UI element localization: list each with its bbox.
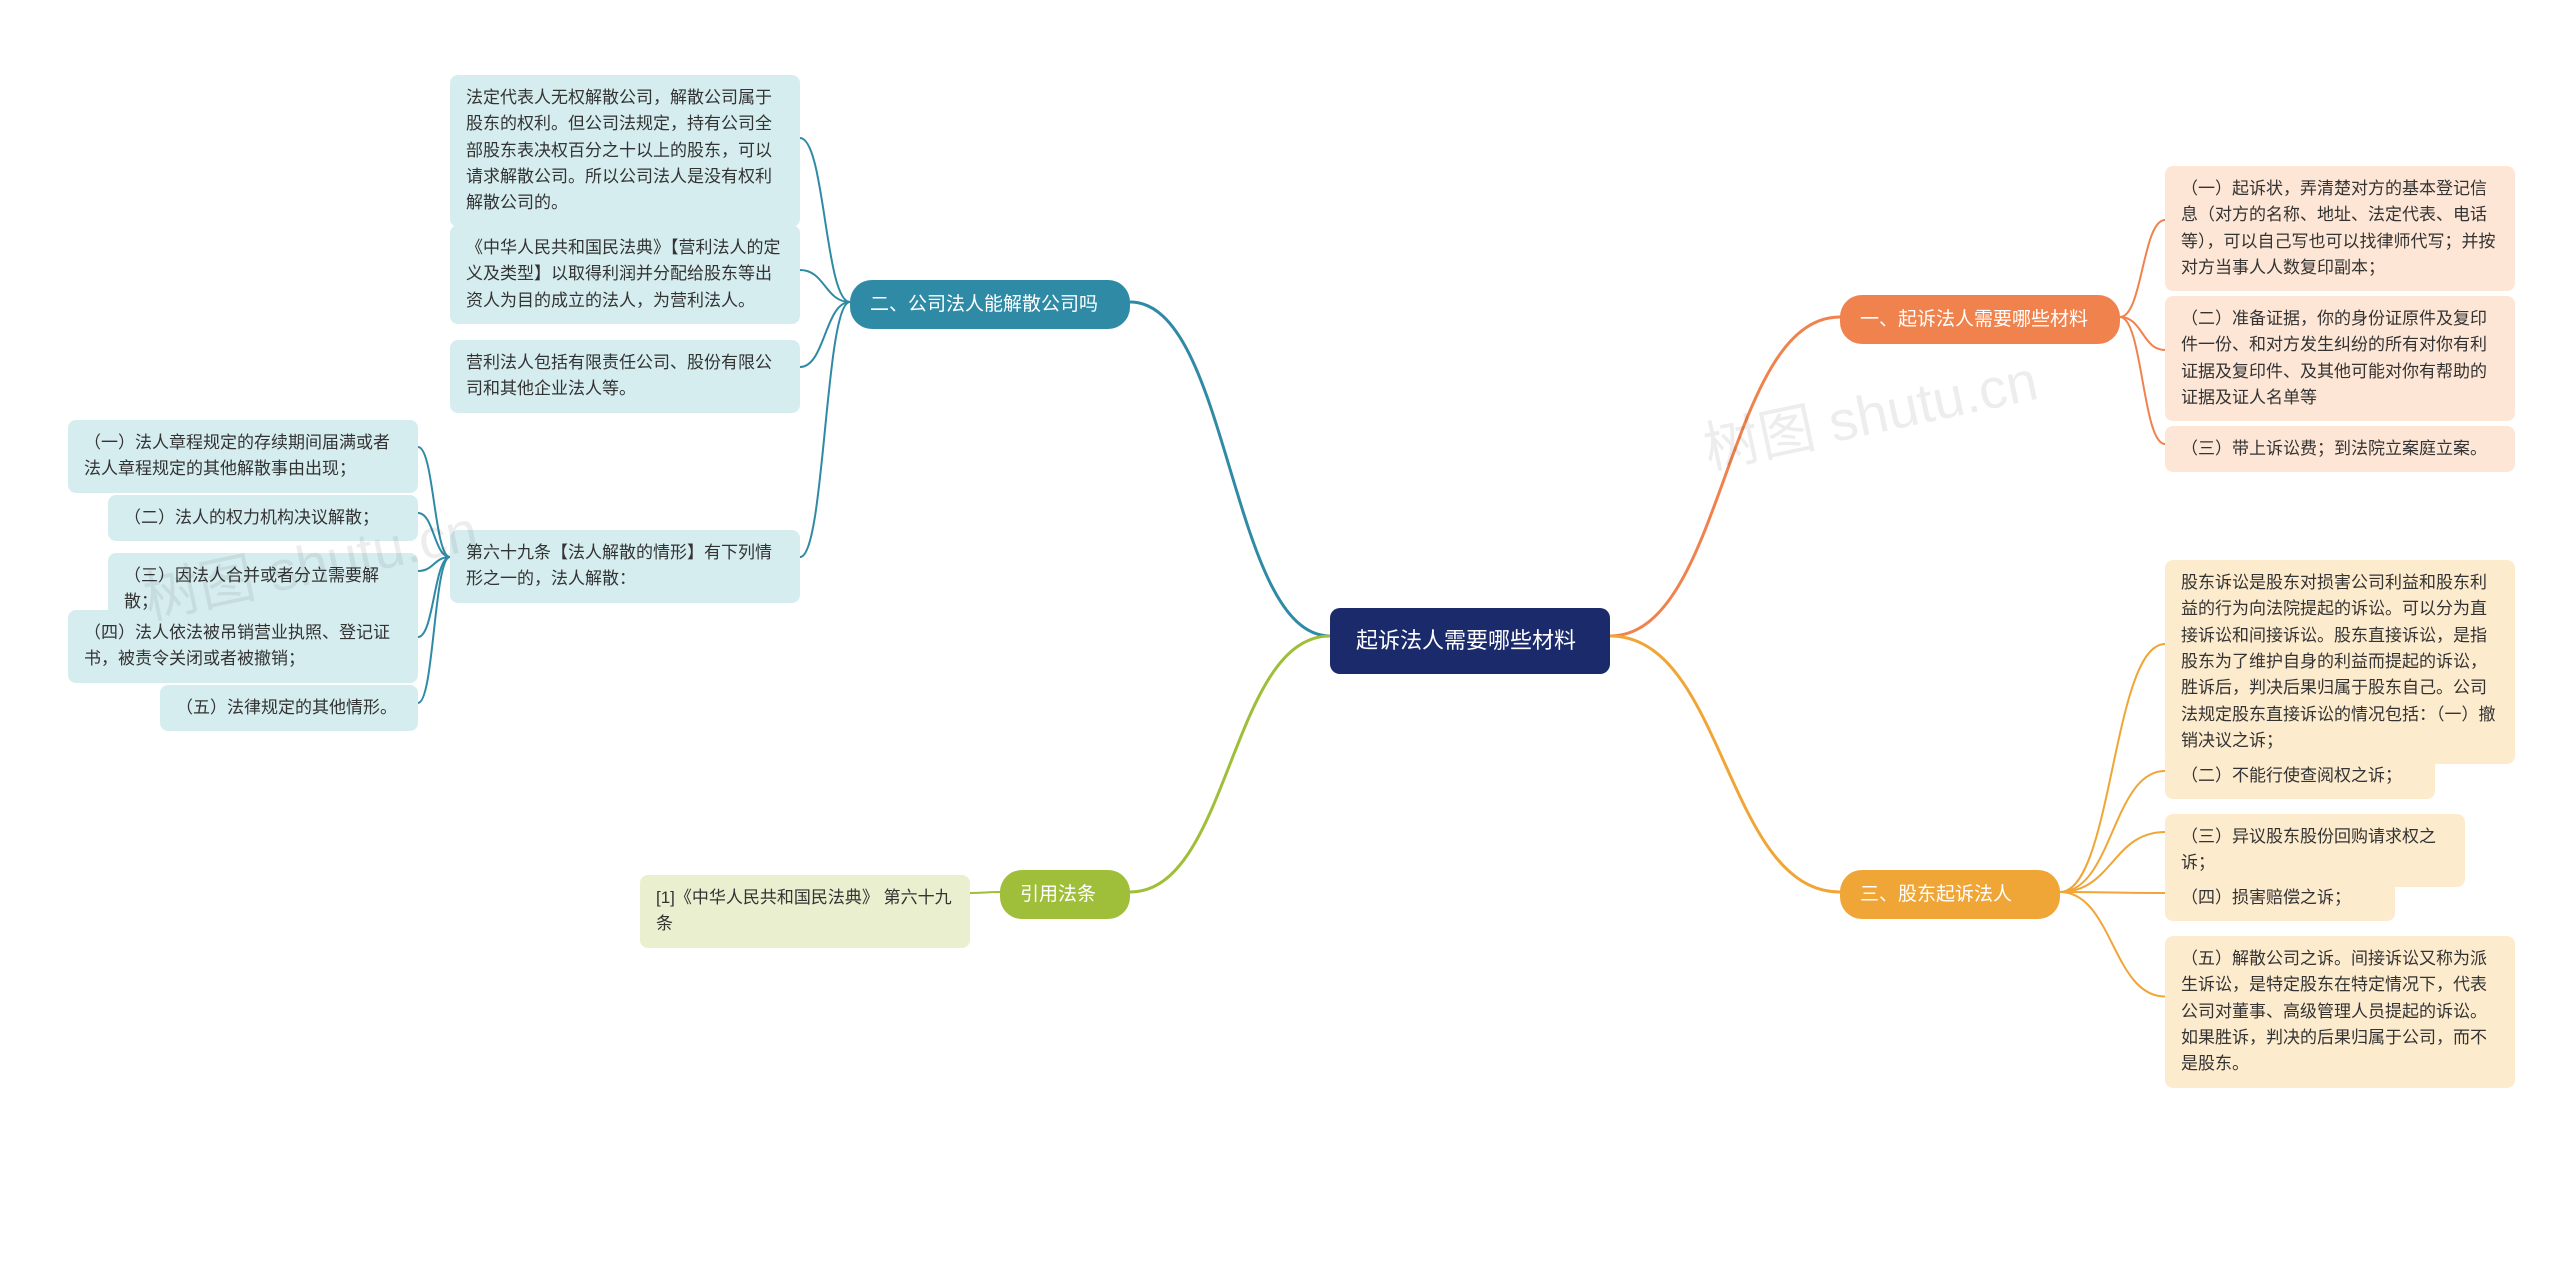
b1l2: （二）准备证据，你的身份证原件及复印件一份、和对方发生纠纷的所有对你有利证据及复…	[2165, 296, 2515, 421]
b1l1: （一）起诉状，弄清楚对方的基本登记信息（对方的名称、地址、法定代表、电话等），可…	[2165, 166, 2515, 291]
b3l4: （四）损害赔偿之诉；	[2165, 875, 2395, 921]
b2l4: 第六十九条【法人解散的情形】有下列情形之一的，法人解散：	[450, 530, 800, 603]
b3l5: （五）解散公司之诉。间接诉讼又称为派生诉讼，是特定股东在特定情况下，代表公司对董…	[2165, 936, 2515, 1088]
b4: 引用法条	[1000, 870, 1130, 919]
b3l1: 股东诉讼是股东对损害公司利益和股东利益的行为向法院提起的诉讼。可以分为直接诉讼和…	[2165, 560, 2515, 764]
b1l3: （三）带上诉讼费；到法院立案庭立案。	[2165, 426, 2515, 472]
b2l3: 营利法人包括有限责任公司、股份有限公司和其他企业法人等。	[450, 340, 800, 413]
b2l1: 法定代表人无权解散公司，解散公司属于股东的权利。但公司法规定，持有公司全部股东表…	[450, 75, 800, 227]
b2: 二、公司法人能解散公司吗	[850, 280, 1130, 329]
b3l2: （二）不能行使查阅权之诉；	[2165, 753, 2435, 799]
b1: 一、起诉法人需要哪些材料	[1840, 295, 2120, 344]
g4: （四）法人依法被吊销营业执照、登记证书，被责令关闭或者被撤销；	[68, 610, 418, 683]
g5: （五）法律规定的其他情形。	[160, 685, 418, 731]
b3: 三、股东起诉法人	[1840, 870, 2060, 919]
root: 起诉法人需要哪些材料	[1330, 608, 1610, 674]
b4l1: [1]《中华人民共和国民法典》 第六十九条	[640, 875, 970, 948]
g2: （二）法人的权力机构决议解散；	[108, 495, 418, 541]
g1: （一）法人章程规定的存续期间届满或者法人章程规定的其他解散事由出现；	[68, 420, 418, 493]
watermark: 树图 shutu.cn	[1695, 336, 2044, 486]
b2l2: 《中华人民共和国民法典》【营利法人的定义及类型】以取得利润并分配给股东等出资人为…	[450, 225, 800, 324]
